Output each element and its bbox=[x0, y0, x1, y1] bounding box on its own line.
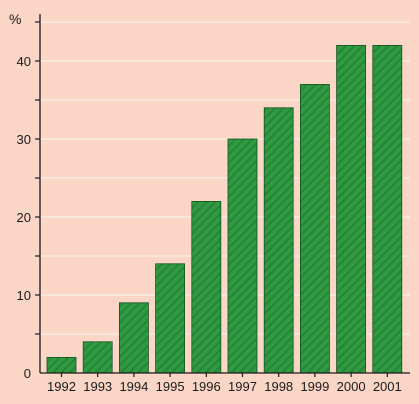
x-tick-label-2001: 2001 bbox=[373, 379, 402, 394]
x-tick-label-1993: 1993 bbox=[83, 379, 112, 394]
y-tick-label: 10 bbox=[17, 288, 31, 303]
x-tick-label-2000: 2000 bbox=[337, 379, 366, 394]
bar-1996 bbox=[191, 200, 222, 374]
x-tick-label-1998: 1998 bbox=[264, 379, 293, 394]
x-tick-label-1999: 1999 bbox=[300, 379, 329, 394]
x-tick-label-1997: 1997 bbox=[228, 379, 257, 394]
bar-2000 bbox=[336, 45, 367, 374]
y-tick-label: 0 bbox=[24, 366, 31, 381]
x-tick-label-1995: 1995 bbox=[156, 379, 185, 394]
bar-1992 bbox=[46, 356, 77, 374]
bar-2001 bbox=[372, 45, 403, 374]
x-tick-label-1994: 1994 bbox=[119, 379, 148, 394]
x-ticks: 1992 1993 1994 1995 1996 1997 1998 1999 2000 2001 bbox=[47, 373, 402, 394]
y-tick-label: 30 bbox=[17, 132, 31, 147]
y-axis-unit-label: % bbox=[9, 11, 21, 27]
x-tick-label-1996: 1996 bbox=[192, 379, 221, 394]
bar-1994 bbox=[119, 302, 149, 374]
gridlines bbox=[40, 21, 410, 335]
y-tick-label: 40 bbox=[17, 54, 31, 69]
bar-1995 bbox=[155, 263, 186, 374]
y-ticks: 0 10 20 30 40 bbox=[17, 21, 40, 381]
bar-1998 bbox=[263, 107, 294, 374]
axes bbox=[39, 14, 410, 374]
bar-1997 bbox=[227, 138, 258, 374]
bars bbox=[46, 45, 403, 374]
bar-1993 bbox=[82, 341, 113, 374]
bar-1999 bbox=[299, 84, 330, 374]
x-tick-label-1992: 1992 bbox=[47, 379, 76, 394]
y-tick-label: 20 bbox=[17, 210, 31, 225]
